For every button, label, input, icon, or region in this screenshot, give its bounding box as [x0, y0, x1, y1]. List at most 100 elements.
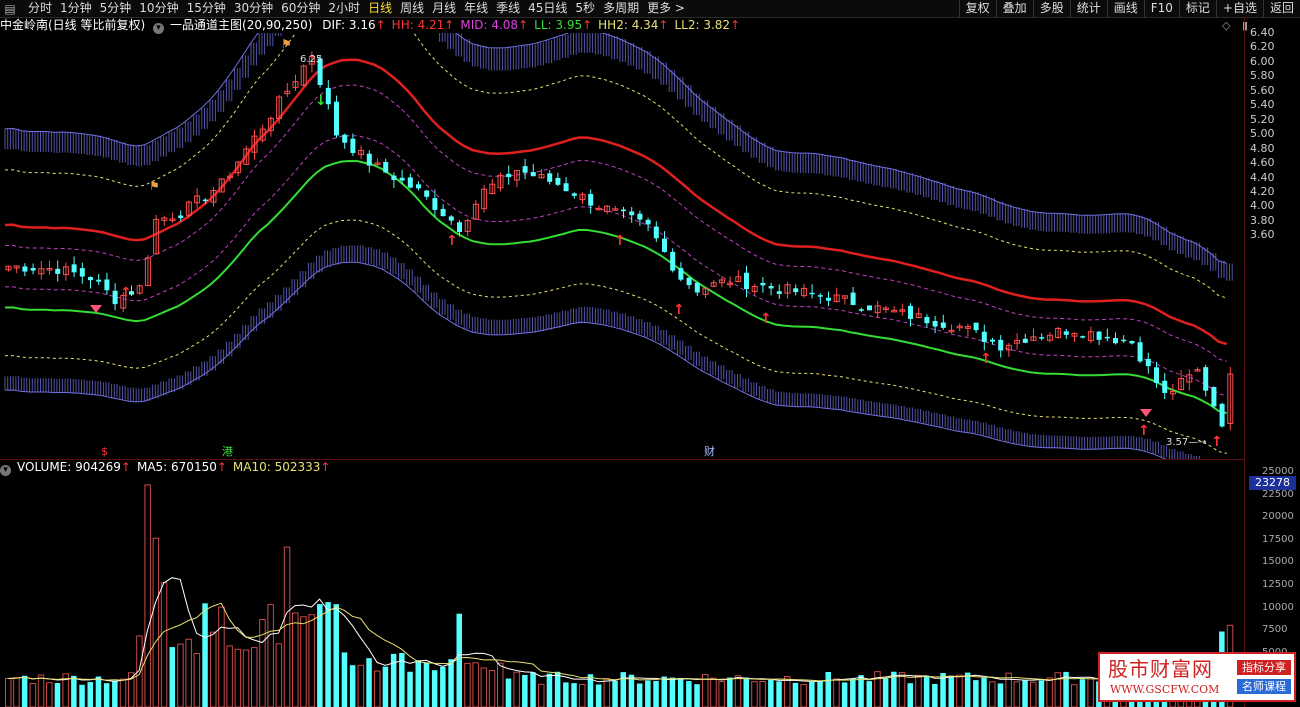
- price-tick: 6.40: [1250, 26, 1275, 39]
- indicator-arrow-icon: ↑: [375, 18, 386, 32]
- candle: [793, 284, 799, 296]
- candle: [776, 284, 782, 299]
- candle: [973, 322, 979, 333]
- volume-bar: [817, 681, 823, 707]
- candle: [325, 79, 331, 110]
- volume-bar: [530, 672, 536, 707]
- volume-bar: [152, 537, 160, 707]
- tab-8[interactable]: 日线: [368, 1, 393, 15]
- signal-arrow-icon: ↑: [446, 233, 458, 249]
- tab-7[interactable]: 2小时: [328, 1, 361, 15]
- tab-4[interactable]: 15分钟: [186, 1, 226, 15]
- price-tick: 5.00: [1250, 127, 1275, 141]
- volume-bar: [333, 604, 339, 707]
- tab-13[interactable]: 45日线: [528, 1, 568, 15]
- volume-bar: [308, 614, 315, 707]
- event-marker[interactable]: $: [101, 445, 108, 458]
- candle: [383, 158, 389, 174]
- tab-14[interactable]: 5秒: [575, 1, 596, 15]
- volume-bar: [71, 675, 77, 707]
- tab-16[interactable]: 更多 >: [647, 1, 685, 15]
- toolbar-button-6[interactable]: 标记: [1178, 0, 1216, 17]
- volume-bar: [423, 662, 430, 707]
- candle: [867, 305, 872, 311]
- candle: [964, 323, 971, 337]
- event-marker[interactable]: 港: [222, 445, 233, 458]
- lower-channel-band: [4, 245, 1200, 459]
- toolbar-button-8[interactable]: 返回: [1262, 0, 1300, 17]
- price-info-bar: 中金岭南(日线 等比前复权) ▾ 一品通道主图(20,90,250) DIF: 3…: [0, 17, 752, 34]
- candle: [104, 272, 110, 295]
- candle: [924, 314, 930, 328]
- volume-bar: [497, 662, 504, 707]
- tab-12[interactable]: 季线: [496, 1, 521, 15]
- volume-bar: [743, 677, 749, 707]
- candle: [506, 165, 512, 185]
- toolbar-button-1[interactable]: 叠加: [995, 0, 1033, 17]
- volume-bar: [645, 680, 651, 707]
- candle: [768, 282, 774, 296]
- figure-signal-icon: ⚑: [281, 37, 292, 51]
- tab-5[interactable]: 30分钟: [233, 1, 274, 15]
- volume-chart[interactable]: [0, 476, 1244, 707]
- volume-bar: [595, 684, 602, 707]
- volume-bar: [210, 631, 217, 707]
- low-price-label: 3.57—→: [1166, 437, 1207, 448]
- diamond-icon[interactable]: ◇: [1221, 19, 1231, 32]
- high-price-label: 6.25: [300, 54, 322, 65]
- indicator-arrow-icon: ↑: [582, 18, 593, 32]
- price-chart[interactable]: 6.25 3.57—→ ↑ ↑ ↑ ↑ ↑ ↑ ↑ ↑ ↓ ⚑ ⚑: [0, 33, 1244, 459]
- indicator-arrow-icon: ↑: [518, 18, 529, 32]
- tab-0[interactable]: 分时: [28, 1, 53, 15]
- volume-bar: [87, 682, 93, 707]
- toolbar-button-0[interactable]: 复权: [958, 0, 996, 17]
- volume-dropdown-icon[interactable]: ▾: [0, 465, 11, 476]
- candle: [882, 305, 889, 314]
- candle: [472, 200, 479, 220]
- candle: [96, 274, 102, 286]
- event-marker[interactable]: 财: [704, 445, 715, 458]
- volume-info-bar: ▾ VOLUME: 904269↑ MA5: 670150↑ MA10: 502333…: [0, 460, 342, 476]
- figure-signal-icon: ⚑: [149, 179, 160, 193]
- tab-9[interactable]: 周线: [400, 1, 425, 15]
- menu-icon[interactable]: ▤: [4, 2, 16, 16]
- tab-2[interactable]: 5分钟: [99, 1, 132, 15]
- volume-bar: [940, 673, 946, 707]
- tab-11[interactable]: 年线: [464, 1, 489, 15]
- toolbar-button-3[interactable]: 统计: [1069, 0, 1107, 17]
- indicator-value-2: MID: 4.08: [460, 18, 519, 32]
- volume-bar: [915, 674, 922, 707]
- volume-bar: [513, 671, 520, 707]
- candle: [13, 265, 20, 274]
- tab-10[interactable]: 月线: [432, 1, 457, 15]
- candle: [202, 198, 208, 205]
- tab-6[interactable]: 60分钟: [281, 1, 321, 15]
- candle: [1186, 369, 1193, 391]
- toolbar-button-4[interactable]: 画线: [1106, 0, 1144, 17]
- volume-tick: 10000: [1262, 601, 1294, 613]
- tab-3[interactable]: 10分钟: [139, 1, 179, 15]
- volume-bar: [792, 682, 799, 707]
- candle: [88, 276, 93, 289]
- candle: [391, 172, 397, 188]
- candle: [416, 181, 421, 191]
- volume-bar: [325, 602, 331, 707]
- tab-15[interactable]: 多周期: [603, 1, 640, 15]
- volume-bar: [1079, 679, 1086, 707]
- candle: [784, 281, 791, 299]
- candle: [497, 172, 504, 192]
- tab-1[interactable]: 1分钟: [60, 1, 92, 15]
- candle: [489, 178, 496, 195]
- volume-bar: [677, 678, 684, 707]
- toolbar-button-5[interactable]: F10: [1143, 0, 1179, 17]
- volume-bar: [21, 675, 28, 707]
- indicator-dropdown-icon[interactable]: ▾: [153, 23, 165, 34]
- indicator-name[interactable]: 一品通道主图(20,90,250): [170, 18, 313, 32]
- candle: [760, 277, 766, 293]
- volume-bar: [809, 681, 815, 707]
- toolbar-button-7[interactable]: +自选: [1215, 0, 1263, 17]
- candle: [579, 192, 586, 204]
- candle: [858, 307, 864, 313]
- toolbar-button-2[interactable]: 多股: [1032, 0, 1070, 17]
- volume-bar: [407, 671, 413, 707]
